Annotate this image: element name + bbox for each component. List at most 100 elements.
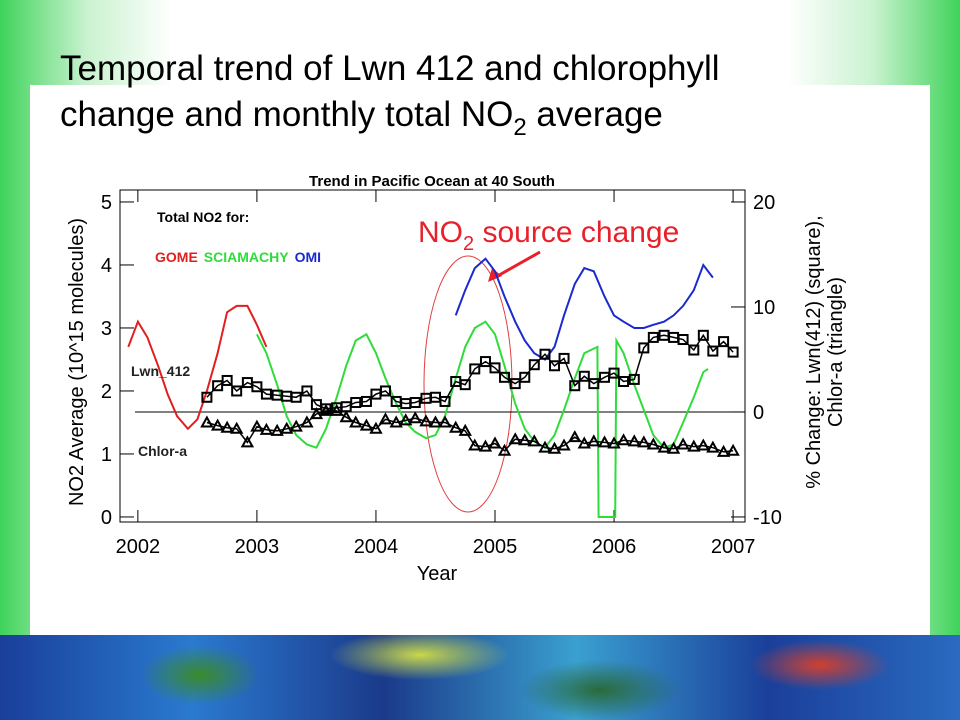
y2-tick-label: 10 (753, 297, 775, 319)
triangle-marker (240, 435, 255, 448)
square-marker (479, 356, 491, 368)
satellite-strip (0, 635, 960, 720)
triangle-marker (378, 412, 393, 425)
x-tick-label: 2003 (235, 536, 280, 558)
triangle-marker (309, 407, 324, 420)
triangle-marker (270, 423, 284, 436)
square-marker (688, 344, 700, 356)
triangle-marker (279, 421, 294, 434)
legend-entry: SCIAMACHY (204, 249, 289, 265)
series-line (127, 304, 268, 431)
triangle-marker (597, 435, 612, 448)
triangle-marker (687, 439, 701, 452)
y-tick-label: 1 (101, 444, 112, 466)
triangle-marker (289, 419, 303, 432)
square-marker (499, 371, 511, 383)
triangle-marker (518, 433, 532, 446)
legend-entry: OMI (295, 249, 321, 265)
title-subscript: 2 (513, 114, 526, 141)
square-marker (618, 376, 630, 388)
triangle-marker (300, 415, 314, 428)
series-label: Chlor-a (138, 443, 187, 459)
series-label: Lwn_412 (131, 363, 190, 379)
triangle-marker (666, 441, 681, 454)
square-marker (707, 345, 719, 357)
chart-title: Trend in Pacific Ocean at 40 South (309, 173, 555, 190)
legend-entry: GOME (155, 249, 198, 265)
triangle-marker (508, 432, 522, 445)
annotation-text: NO (418, 216, 463, 249)
y-tick-label: 5 (101, 192, 112, 214)
square-marker (528, 359, 540, 371)
square-marker (201, 391, 213, 403)
triangle-marker (616, 433, 631, 446)
square-marker (647, 331, 659, 343)
triangle-marker (488, 436, 502, 449)
square-marker (360, 395, 372, 407)
triangle-marker (389, 415, 403, 428)
triangle-marker (428, 415, 443, 428)
triangle-marker (399, 413, 413, 426)
x-tick-label: 2007 (711, 536, 756, 558)
series-line (256, 320, 709, 518)
series-line (454, 257, 714, 361)
triangle-marker (250, 419, 264, 432)
triangle-marker (568, 430, 582, 443)
square-marker (569, 380, 581, 392)
triangle-marker (329, 403, 344, 416)
annotation-text: source change (474, 216, 679, 249)
y-axis-label: NO2 Average (10^15 molecules) (66, 218, 88, 506)
y2-axis-label: Chlor-a (triangle) (825, 277, 847, 427)
square-marker (301, 385, 313, 397)
triangle-marker (200, 415, 214, 428)
triangle-marker (527, 434, 541, 447)
square-marker (677, 334, 689, 346)
triangle-marker (607, 436, 621, 449)
triangle-marker (497, 443, 512, 456)
y2-axis-label: % Change: Lwn(412) (square), (803, 215, 825, 488)
triangle-marker (676, 437, 690, 450)
series-line (206, 410, 734, 453)
square-marker (519, 371, 531, 383)
triangle-marker (577, 436, 591, 449)
annotation-arrowhead (488, 268, 502, 282)
triangle-marker (646, 437, 661, 450)
square-marker (718, 336, 730, 348)
title-text: average (527, 95, 663, 134)
triangle-marker (369, 421, 383, 434)
annotation-arrow (493, 250, 541, 280)
y-tick-label: 0 (101, 507, 112, 529)
triangle-marker (468, 438, 482, 451)
square-marker (290, 391, 302, 403)
square-marker (231, 385, 243, 397)
square-marker (350, 397, 362, 409)
square-marker (697, 329, 709, 341)
triangle-marker (419, 414, 433, 427)
triangle-marker (229, 421, 244, 434)
y-tick-label: 2 (101, 381, 112, 403)
x-tick-label: 2002 (116, 536, 161, 558)
square-marker (409, 397, 421, 409)
square-marker (509, 378, 521, 390)
triangle-marker (349, 415, 363, 428)
triangle-marker (547, 441, 562, 454)
square-marker (558, 352, 570, 364)
square-marker (628, 373, 640, 385)
triangle-marker (627, 434, 641, 447)
square-marker (489, 362, 501, 374)
triangle-marker (458, 423, 472, 436)
x-tick-label: 2006 (592, 536, 637, 558)
square-marker (260, 388, 272, 400)
square-marker (439, 395, 451, 407)
square-marker (251, 381, 263, 393)
annotation: NO2 source change (418, 216, 679, 255)
triangle-marker (438, 415, 452, 428)
square-marker (588, 378, 600, 390)
triangle-marker (657, 440, 671, 453)
x-axis-label: Year (417, 563, 458, 585)
triangle-marker (726, 443, 740, 456)
y2-tick-label: 0 (753, 402, 764, 424)
slide-title-line2: change and monthly total NO2 average (60, 95, 663, 141)
